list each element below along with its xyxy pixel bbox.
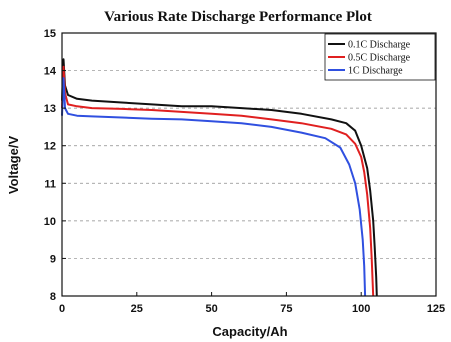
y-tick-label: 14 xyxy=(44,66,57,78)
y-tick-label: 9 xyxy=(50,253,56,265)
series-line-2 xyxy=(61,77,367,297)
legend-label-1: 0.5C Discharge xyxy=(348,53,411,64)
series-line-1 xyxy=(61,65,375,297)
y-axis-label: Voltage/V xyxy=(6,136,21,195)
x-tick-label: 50 xyxy=(205,303,217,315)
legend: 0.1C Discharge 0.5C Discharge 1C Discharge xyxy=(324,33,436,81)
x-tick-label: 0 xyxy=(59,303,65,315)
x-tick-label: 75 xyxy=(280,303,292,315)
legend-label-2: 1C Discharge xyxy=(348,66,403,77)
axis-ticks: 8 9 10 11 12 13 14 15 0 25 50 75 100 125 xyxy=(44,28,445,315)
x-axis-label: Capacity/Ah xyxy=(212,324,287,339)
x-tick-label: 125 xyxy=(427,303,445,315)
gridlines xyxy=(62,70,436,259)
y-tick-label: 13 xyxy=(44,103,56,115)
y-tick-label: 12 xyxy=(44,141,56,153)
y-tick-label: 11 xyxy=(44,178,56,190)
y-tick-label: 8 xyxy=(50,291,56,303)
x-tick-label: 25 xyxy=(131,303,143,315)
legend-label-0: 0.1C Discharge xyxy=(348,40,411,51)
series-lines xyxy=(61,58,378,297)
chart-title: Various Rate Discharge Performance Plot xyxy=(104,9,372,25)
y-tick-label: 10 xyxy=(44,216,56,228)
plot-frame xyxy=(61,32,437,297)
y-tick-label: 15 xyxy=(44,28,56,40)
x-tick-label: 100 xyxy=(352,303,370,315)
series-line-0 xyxy=(61,58,378,297)
